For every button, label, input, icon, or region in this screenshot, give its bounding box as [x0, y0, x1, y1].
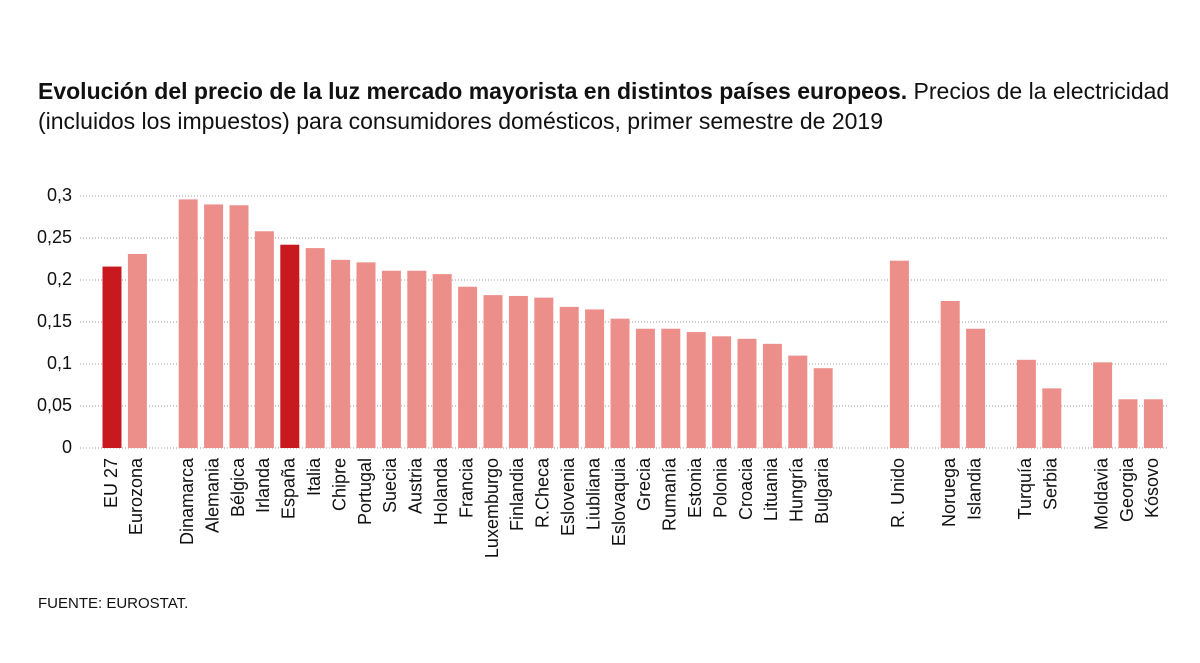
x-tick-label: Turquía	[1015, 457, 1035, 519]
bar	[254, 231, 274, 448]
bar	[559, 306, 579, 448]
bar	[102, 266, 122, 448]
bar	[331, 259, 351, 448]
y-tick-label: 0	[62, 437, 72, 457]
x-tick-label: Bulgaria	[812, 457, 832, 524]
bar	[610, 318, 630, 448]
x-tick-label: Austria	[406, 457, 426, 514]
bar	[788, 355, 808, 448]
bar	[1042, 388, 1062, 448]
bar	[458, 286, 478, 448]
bar	[585, 309, 605, 448]
bar	[635, 328, 655, 448]
x-tick-label: Grecia	[634, 457, 654, 511]
source: FUENTE: EUROSTAT.	[38, 595, 188, 612]
bar	[966, 328, 986, 448]
x-tick-label: Eslovaquia	[609, 457, 629, 546]
x-tick-label: Croacia	[736, 457, 756, 520]
bar	[813, 368, 833, 448]
bar	[1093, 362, 1113, 448]
x-tick-label: Georgia	[1117, 457, 1137, 522]
bar	[1143, 399, 1163, 448]
x-tick-label: Italia	[304, 457, 324, 496]
bar	[381, 270, 401, 448]
x-tick-label: Polonia	[710, 457, 730, 518]
x-tick-label: Suecia	[380, 457, 400, 513]
x-tick-label: R. Unido	[888, 458, 908, 528]
x-tick-label: R.Checa	[533, 457, 553, 528]
x-tick-label: Francia	[456, 457, 476, 518]
bar	[889, 260, 909, 448]
bar	[508, 295, 528, 448]
bar	[686, 332, 706, 448]
x-tick-label: Chipre	[329, 458, 349, 511]
y-tick-label: 0,2	[47, 269, 72, 289]
x-tick-label: Finlandia	[507, 457, 527, 531]
bar	[940, 301, 960, 448]
y-tick-label: 0,05	[37, 395, 72, 415]
heading: Evolución del precio de la luz mercado m…	[38, 76, 1178, 136]
y-tick-label: 0,3	[47, 185, 72, 205]
x-tick-label: Rumanía	[660, 457, 680, 531]
x-tick-label: Kósovo	[1142, 458, 1162, 518]
x-tick-label: Bélgica	[228, 457, 248, 517]
x-tick-label: Holanda	[431, 457, 451, 525]
chart-title: Evolución del precio de la luz mercado m…	[38, 78, 908, 104]
bar	[356, 262, 376, 448]
bar	[229, 205, 249, 448]
x-tick-label: Noruega	[939, 457, 959, 527]
x-tick-label: Dinamarca	[177, 457, 197, 545]
bar	[1016, 359, 1036, 448]
x-tick-label: Serbia	[1041, 457, 1061, 510]
x-tick-label: Hungría	[787, 457, 807, 522]
x-tick-label: Liubliana	[583, 457, 603, 530]
y-tick-label: 0,25	[37, 227, 72, 247]
x-tick-label: Estonia	[685, 457, 705, 518]
y-tick-label: 0,1	[47, 353, 72, 373]
x-tick-label: España	[279, 457, 299, 519]
bar	[280, 244, 300, 448]
x-tick-label: Lituania	[761, 457, 781, 521]
subtitle: Precios de la electricidad (incluidos lo…	[38, 78, 1170, 134]
x-tick-label: Irlanda	[253, 457, 273, 513]
x-tick-label: Luxemburgo	[482, 458, 502, 558]
x-tick-label: Moldavia	[1091, 457, 1111, 530]
bar	[204, 204, 224, 448]
bar	[661, 328, 681, 448]
x-tick-label: Alemania	[202, 457, 222, 533]
y-tick-label: 0,15	[37, 311, 72, 331]
x-tick-label: Islandia	[964, 457, 984, 520]
bar	[534, 297, 554, 448]
x-tick-label: Eslovenia	[558, 457, 578, 536]
x-tick-label: Portugal	[355, 458, 375, 525]
bar	[483, 295, 503, 448]
bar	[1118, 399, 1138, 448]
bar	[407, 270, 427, 448]
bar	[178, 199, 198, 448]
bar	[762, 343, 782, 448]
bar	[305, 248, 325, 448]
x-tick-label: Eurozona	[126, 457, 146, 535]
bar	[712, 336, 732, 448]
bar	[432, 274, 452, 448]
bar	[127, 253, 147, 448]
bar	[737, 338, 757, 448]
x-tick-label: EU 27	[101, 458, 121, 508]
